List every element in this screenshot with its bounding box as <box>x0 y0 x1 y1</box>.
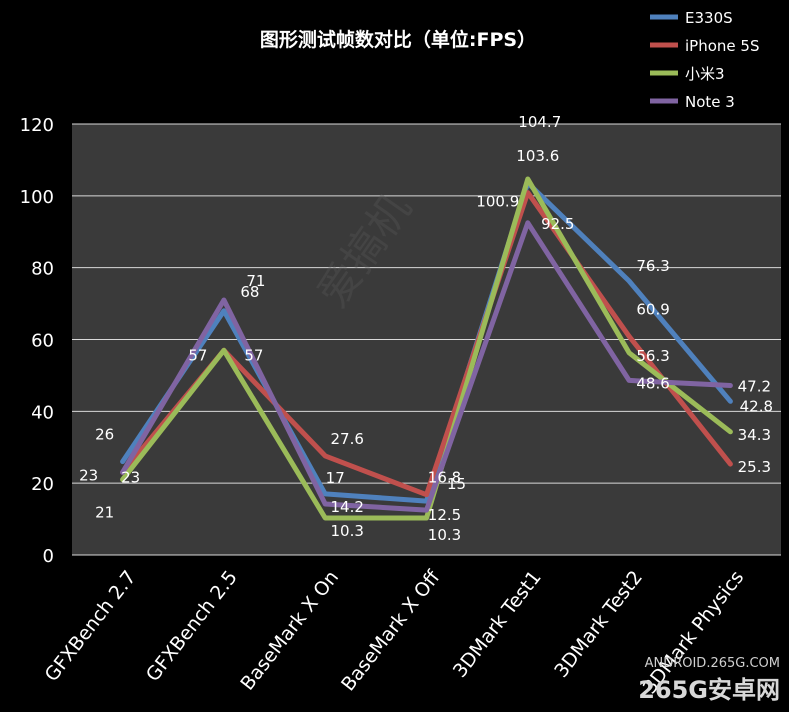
data-label: 15 <box>447 475 466 493</box>
data-label: 48.6 <box>636 374 669 392</box>
x-tick-label: 3DMark Test2 <box>550 567 647 682</box>
x-tick-label: BaseMark X On <box>236 567 343 695</box>
data-label: 10.3 <box>428 526 461 544</box>
y-tick-label: 60 <box>31 331 54 352</box>
data-label: 100.9 <box>476 193 519 211</box>
data-label: 57 <box>244 346 263 364</box>
series-lines <box>120 176 733 521</box>
data-label: 27.6 <box>331 430 364 448</box>
data-label: 71 <box>246 272 265 290</box>
data-labels: 26 68 17 15 103.6 76.3 42.8 23 57 27.6 16.8 100.9 60… <box>79 113 773 544</box>
legend-label-0: E330S <box>685 9 733 27</box>
y-tick-label: 100 <box>20 187 54 208</box>
series-line-2 <box>120 176 733 521</box>
data-label: 16.8 <box>428 469 461 487</box>
chart-title: 图形测试帧数对比（单位:FPS） <box>260 28 536 51</box>
data-label: 34.3 <box>738 426 771 444</box>
data-label: 26 <box>95 426 114 444</box>
data-label: 12.5 <box>428 506 461 524</box>
watermark-main: 265G安卓网 <box>638 676 780 704</box>
data-label: 25.3 <box>738 458 771 476</box>
legend-label-1: iPhone 5S <box>685 37 759 55</box>
gridlines <box>72 123 781 556</box>
series-line-3 <box>120 220 733 513</box>
data-label: 103.6 <box>516 147 559 165</box>
data-label: 23 <box>79 466 98 484</box>
watermark-site: ANDROID.265G.COM <box>645 656 780 671</box>
y-tick-label: 120 <box>20 115 54 136</box>
data-label: 10.3 <box>331 522 364 540</box>
data-label: 57 <box>188 346 207 364</box>
data-label: 56.3 <box>636 347 669 365</box>
data-label: 92.5 <box>541 215 574 233</box>
y-tick-label: 20 <box>31 474 54 495</box>
x-tick-label: 3DMark Test1 <box>449 567 546 682</box>
data-label: 21 <box>95 504 114 522</box>
y-tick-label: 40 <box>31 402 54 423</box>
y-tick-label: 0 <box>43 546 54 567</box>
y-tick-label: 80 <box>31 259 54 280</box>
data-label: 14.2 <box>331 498 364 516</box>
data-label: 23 <box>121 468 140 486</box>
x-tick-label: BaseMark X Off <box>337 566 445 696</box>
data-label: 17 <box>326 469 345 487</box>
data-label: 47.2 <box>738 377 771 395</box>
data-label: 104.7 <box>518 113 561 131</box>
x-tick-label: GFXBench 2.5 <box>142 567 242 686</box>
x-tick-label: GFXBench 2.7 <box>41 567 141 686</box>
data-label: 60.9 <box>636 300 669 318</box>
legend-label-3: Note 3 <box>685 93 735 111</box>
data-label: 68 <box>240 283 259 301</box>
legend: E330S iPhone 5S 小米3 Note 3 <box>650 9 759 111</box>
legend-label-2: 小米3 <box>685 65 725 83</box>
series-line-0 <box>120 180 733 504</box>
y-axis: 0 20 40 60 80 100 120 <box>20 115 54 567</box>
data-label: 76.3 <box>636 257 669 275</box>
data-label: 42.8 <box>740 397 773 415</box>
